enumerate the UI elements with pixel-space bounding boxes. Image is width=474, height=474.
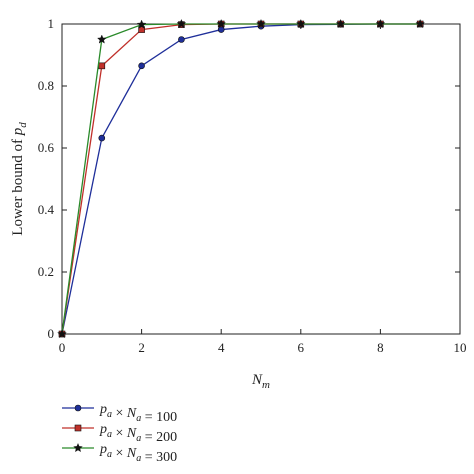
data-point: [57, 328, 67, 339]
axis-ticks: 0 2 4 6 8 10 0 0.2 0.4 0.6 0.8 1: [38, 16, 467, 355]
x-tick-label: 0: [59, 340, 66, 355]
y-tick-label: 0.2: [38, 264, 54, 279]
legend-label: pa × Na = 200: [99, 422, 177, 445]
legend-item: pa × Na = 100: [62, 402, 177, 425]
data-point: [97, 34, 107, 44]
legend-label: pa × Na = 100: [99, 402, 177, 425]
x-tick-label: 6: [298, 340, 305, 355]
data-point: [296, 18, 306, 29]
y-tick-label: 1: [48, 16, 55, 31]
y-axis-label: Lower bound of pd: [10, 122, 29, 236]
series-layer: [57, 18, 425, 339]
data-point: [178, 36, 185, 43]
data-point: [256, 18, 266, 29]
x-tick-label: 10: [454, 340, 467, 355]
data-point: [335, 18, 346, 29]
y-tick-label: 0.8: [38, 78, 54, 93]
legend-item: pa × Na = 200: [62, 422, 177, 445]
x-tick-label: 8: [377, 340, 384, 355]
data-point: [216, 18, 226, 29]
series-3: [57, 18, 425, 339]
legend-label: pa × Na = 300: [99, 442, 177, 465]
series-line: [61, 23, 421, 335]
data-point: [176, 18, 187, 29]
legend-marker: [74, 404, 82, 412]
legend-marker: [74, 424, 82, 432]
legend-item: pa × Na = 300: [62, 442, 177, 465]
y-tick-label: 0.4: [38, 202, 55, 217]
data-point: [375, 18, 386, 29]
y-tick-label: 0.6: [38, 140, 55, 155]
legend-marker: [73, 442, 83, 453]
x-axis-label: Nm: [251, 372, 270, 391]
y-tick-label: 0: [48, 326, 55, 341]
data-point: [98, 62, 106, 70]
plot-area: [61, 23, 461, 335]
data-point: [136, 19, 147, 29]
x-tick-label: 4: [218, 340, 225, 355]
data-point: [138, 62, 145, 70]
x-tick-label: 2: [138, 340, 145, 355]
data-point: [415, 18, 425, 29]
data-point: [98, 134, 106, 142]
